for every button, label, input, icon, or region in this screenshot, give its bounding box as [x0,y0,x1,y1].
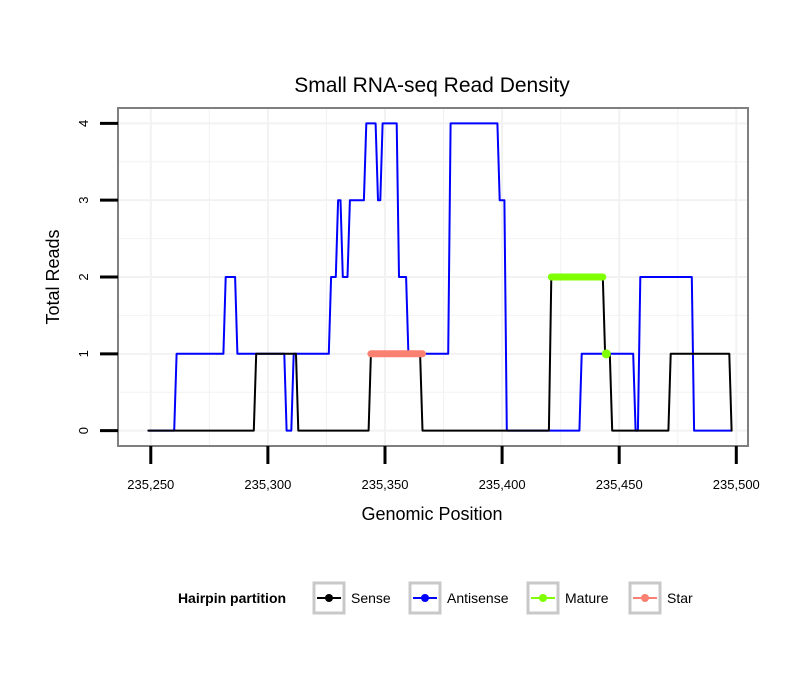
legend-label: Sense [351,590,391,606]
x-tick-label: 235,400 [479,477,526,492]
legend: Hairpin partition Sense Antisense Mature St… [178,581,693,615]
legend-label: Antisense [447,590,509,606]
legend-item-mature: Mature [526,581,609,615]
legend-key-dot [421,594,429,602]
series-point-mature [601,349,611,359]
x-tick-label: 235,300 [244,477,291,492]
y-axis-title: Total Reads [43,229,63,324]
x-axis: 235,250 235,300 235,350 235,400 235,450 235,5… [127,446,760,492]
legend-key-dot [539,594,547,602]
legend-title: Hairpin partition [178,590,286,606]
legend-item-antisense: Antisense [408,581,509,615]
x-tick-label: 235,250 [127,477,174,492]
x-tick-label: 235,450 [596,477,643,492]
legend-label: Star [667,590,693,606]
legend-key-dot [641,594,649,602]
x-tick-label: 235,500 [713,477,760,492]
y-axis: 0 1 2 3 4 [76,120,118,434]
y-tick-label: 3 [76,197,91,204]
data-series [147,122,733,432]
series-line-antisense [147,122,733,432]
chart-title: Small RNA-seq Read Density [294,74,570,97]
legend-label: Mature [565,590,609,606]
x-axis-title: Genomic Position [361,504,502,524]
y-tick-label: 2 [76,273,91,280]
legend-item-star: Star [628,581,693,615]
legend-key-dot [325,594,333,602]
y-tick-label: 4 [76,120,91,127]
y-tick-label: 1 [76,350,91,357]
series-line-sense [147,276,733,432]
x-tick-label: 235,350 [361,477,408,492]
legend-item-sense: Sense [312,581,391,615]
y-tick-label: 0 [76,427,91,434]
